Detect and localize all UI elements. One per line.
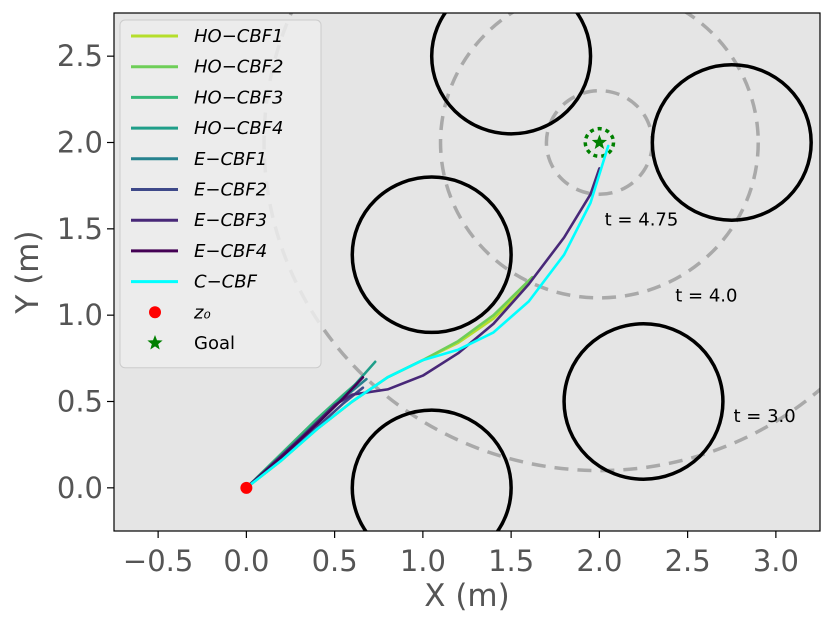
- obstacles: [350, 13, 813, 531]
- plot-frame: [113, 12, 821, 532]
- y-tick-label: 2.5: [57, 39, 103, 73]
- y-tick-label: 1.5: [57, 212, 103, 246]
- legend-label: HO−CBF1: [194, 26, 284, 47]
- x-tick-label: 1.5: [488, 544, 534, 578]
- x-tick-label: 0.5: [312, 544, 358, 578]
- legend-label: HO−CBF4: [194, 118, 284, 139]
- obstacle-4: [350, 408, 513, 531]
- legend-label: C−CBF: [194, 272, 258, 293]
- trajectory-series: [245, 144, 610, 490]
- series-line-e-cbf4: [245, 375, 365, 490]
- goal-region-circle: [583, 126, 616, 159]
- x-tick-label: 1.0: [400, 544, 446, 578]
- legend-label: Goal: [194, 333, 235, 354]
- x-tick-label: 2.5: [665, 544, 711, 578]
- legend: HO−CBF1 HO−CBF2 HO−CBF3 HO−CBF4 E−CBF1 E−CBF2…: [119, 19, 322, 369]
- markers: [240, 134, 607, 494]
- legend-label: E−CBF1: [194, 149, 267, 170]
- y-axis-ticks: 0.0 0.5 1.0 1.5 2.0 2.5: [57, 39, 114, 505]
- y-axis-label: Y (m): [10, 230, 46, 314]
- legend-swatch-goal: [147, 335, 163, 350]
- time-annotation-0: t = 4.75: [605, 209, 679, 230]
- legend-label: E−CBF2: [194, 180, 267, 201]
- legend-label: z₀: [193, 302, 211, 323]
- series-line-c-cbf: [245, 144, 610, 490]
- legend-swatch-start: [149, 306, 161, 319]
- x-tick-label: −0.5: [123, 544, 193, 578]
- time-annotation-1: t = 4.0: [675, 285, 737, 306]
- time-annotation-2: t = 3.0: [734, 406, 796, 427]
- legend-label: HO−CBF2: [194, 57, 284, 78]
- x-axis-label: X (m): [424, 578, 509, 614]
- y-tick-label: 0.0: [57, 471, 103, 505]
- obstacle-0: [350, 175, 513, 335]
- start-marker: [240, 481, 253, 494]
- obstacle-3: [562, 322, 725, 481]
- obstacle-2: [650, 63, 813, 222]
- y-tick-label: 1.0: [57, 298, 103, 332]
- legend-label: E−CBF3: [194, 210, 267, 231]
- x-tick-label: 0.0: [223, 544, 269, 578]
- x-tick-label: 3.0: [753, 544, 799, 578]
- goal-marker: [591, 134, 607, 149]
- obstacle-1: [429, 13, 593, 136]
- reach-circle-1: [438, 13, 760, 300]
- x-axis-ticks: −0.5 0.0 0.5 1.0 1.5 2.0 2.5 3.0: [123, 531, 799, 578]
- y-tick-label: 2.0: [57, 126, 103, 160]
- y-tick-label: 0.5: [57, 385, 103, 419]
- legend-label: E−CBF4: [194, 241, 267, 262]
- legend-label: HO−CBF3: [194, 87, 284, 108]
- x-tick-label: 2.0: [576, 544, 622, 578]
- time-annotations: t = 4.75 t = 4.0 t = 3.0: [605, 209, 796, 427]
